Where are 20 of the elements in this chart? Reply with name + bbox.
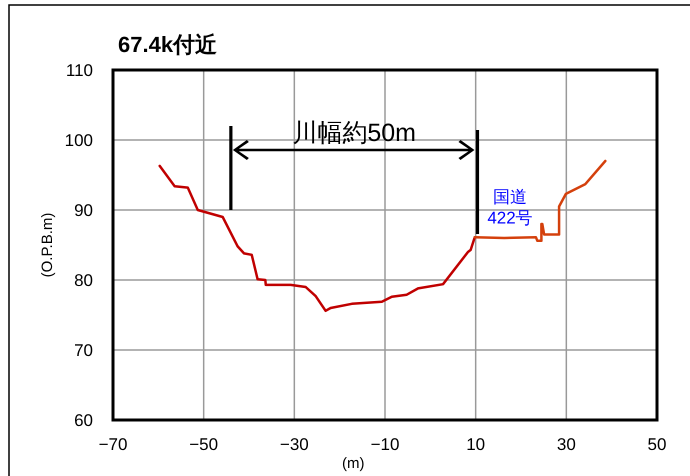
y-tick-label: 110 (66, 61, 93, 80)
y-tick-label: 100 (64, 131, 93, 150)
y-axis-title: (O.P.B.m) (39, 212, 56, 278)
x-tick-label: −50 (189, 435, 218, 454)
x-axis-title: (m) (342, 455, 365, 472)
chart-title: 67.4k付近 (118, 32, 218, 57)
line-series (474, 160, 607, 242)
annotation: 川幅約50m (292, 119, 416, 147)
y-tick-label: 90 (74, 201, 93, 220)
x-tick-label: −70 (98, 435, 128, 454)
annotation: 国道 422号 (487, 187, 533, 228)
line-series (158, 164, 476, 312)
y-tick-label: 80 (74, 271, 93, 290)
x-tick-label: 30 (556, 435, 576, 454)
x-tick-label: −10 (370, 435, 400, 454)
x-tick-label: 10 (466, 435, 486, 454)
x-tick-label: −30 (280, 435, 309, 454)
y-tick-label: 60 (74, 411, 93, 430)
y-tick-label: 70 (74, 341, 93, 360)
x-tick-label: 50 (648, 435, 666, 454)
